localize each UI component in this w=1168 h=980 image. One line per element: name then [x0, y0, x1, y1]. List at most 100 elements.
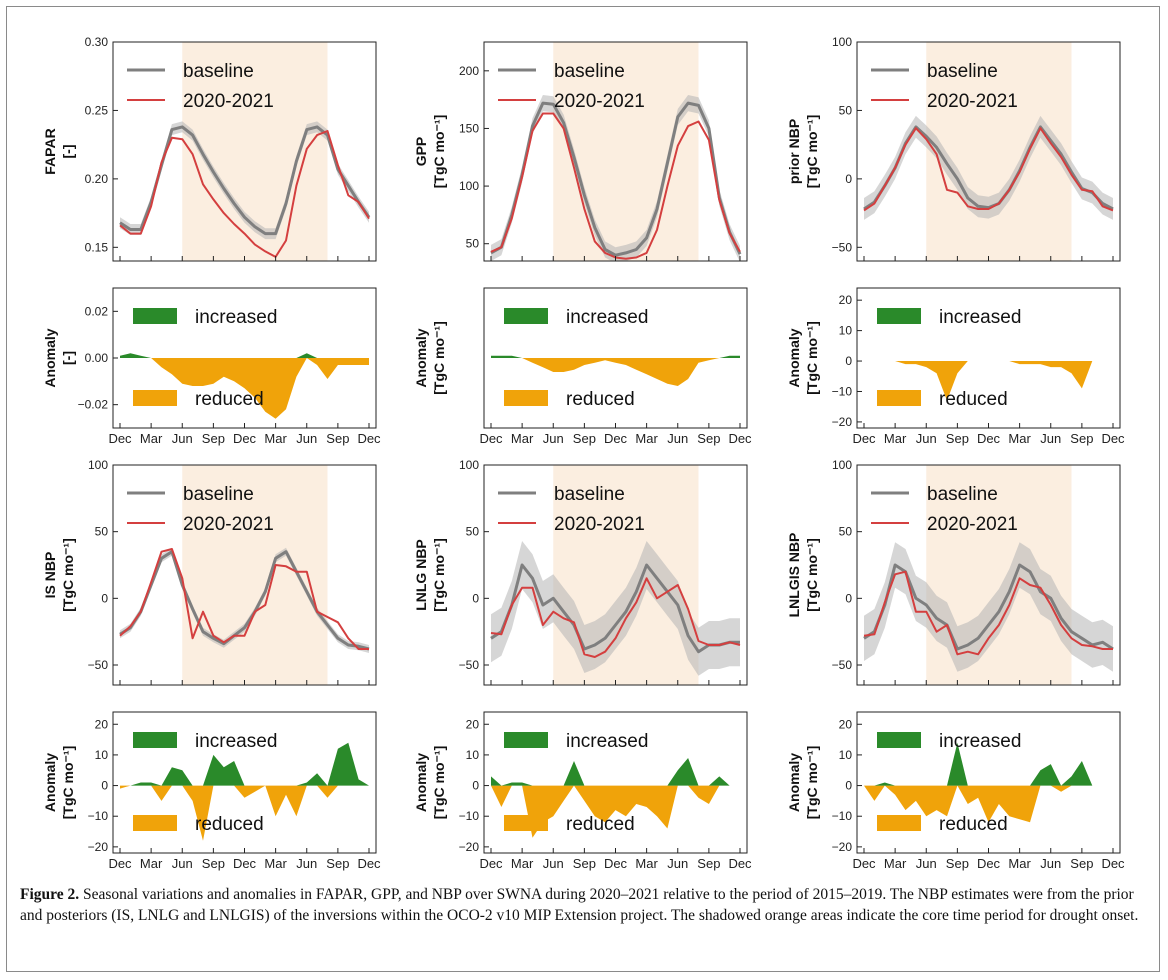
legend-baseline-label: baseline	[927, 484, 998, 505]
y-axis-label: Anomaly	[42, 328, 58, 387]
x-tick-label: Jun	[1040, 856, 1061, 871]
y-tick-label: 100	[832, 458, 852, 472]
legend: baseline 2020-2021	[498, 484, 645, 535]
panel-gpp_anom: increased reduced Dec Mar Jun Sep Dec Mar Jun Sep…	[413, 287, 752, 446]
series-baseline-line	[119, 550, 370, 651]
series-group	[119, 547, 370, 653]
y-axis-label: [TgC mo⁻¹]	[431, 746, 447, 819]
series-group	[119, 121, 371, 258]
legend-reduced-label: reduced	[939, 814, 1008, 835]
legend-2020-2021-label: 2020-2021	[183, 91, 274, 112]
legend-baseline-label: baseline	[554, 61, 625, 82]
y-tick-label: −50	[832, 240, 853, 254]
anomaly-area	[120, 742, 369, 841]
legend-reduced-swatch	[877, 390, 921, 406]
reduced-area	[120, 785, 369, 841]
y-axis-label: Anomaly	[786, 328, 802, 387]
anomaly-area	[864, 361, 1113, 401]
y-tick-label: 0	[845, 779, 852, 793]
anomaly-legend: increased reduced	[133, 307, 277, 410]
y-tick-label: −10	[832, 384, 853, 398]
x-tick-label: Mar	[140, 431, 163, 446]
baseline-uncertainty-band	[864, 542, 1113, 672]
x-tick-label: Sep	[1070, 431, 1093, 446]
x-tick-label: Dec	[1101, 856, 1125, 871]
x-tick-label: Sep	[202, 856, 225, 871]
y-tick-label: 50	[839, 525, 853, 539]
x-tick-label: Mar	[1008, 431, 1031, 446]
y-tick-label: −20	[832, 840, 853, 854]
panel-gpp: baseline 2020-2021 50 100 150 200 GPP [TgC mo⁻¹…	[413, 41, 748, 262]
anomaly-area	[120, 353, 369, 419]
legend-reduced-swatch	[504, 815, 548, 831]
x-tick-label: Jun	[1040, 431, 1061, 446]
y-tick-label: −20	[459, 840, 480, 854]
reduced-area	[491, 785, 740, 838]
x-tick-label: Sep	[326, 856, 349, 871]
legend-increased-label: increased	[195, 731, 277, 752]
legend-increased-swatch	[504, 732, 548, 748]
x-tick-label: Mar	[635, 431, 658, 446]
x-tick-label: Mar	[511, 856, 534, 871]
x-tick-label: Mar	[264, 431, 287, 446]
y-axis-label: [-]	[60, 351, 76, 365]
x-tick-label: Jun	[916, 856, 937, 871]
y-axis-label: [TgC mo⁻¹]	[804, 115, 820, 188]
anomaly-legend: increased reduced	[504, 731, 648, 835]
x-tick-label: Mar	[884, 431, 907, 446]
y-axis-label: [TgC mo⁻¹]	[804, 538, 820, 611]
x-tick-label: Dec	[728, 431, 752, 446]
legend-2020-2021-label: 2020-2021	[927, 91, 1018, 112]
legend: baseline 2020-2021	[871, 484, 1018, 535]
reduced-area	[864, 361, 1113, 401]
reduced-area	[864, 785, 1113, 823]
series-baseline-line	[490, 101, 742, 257]
legend-increased-swatch	[133, 732, 177, 748]
y-tick-label: 20	[839, 717, 853, 731]
x-tick-label: Mar	[511, 431, 534, 446]
series-2020-2021-line	[863, 127, 1114, 212]
y-axis-label: [-]	[60, 145, 76, 159]
x-tick-label: Sep	[1070, 856, 1093, 871]
legend-2020-2021-label: 2020-2021	[183, 514, 274, 535]
y-tick-label: 100	[832, 35, 852, 49]
panel-is_anom: increased reduced −20 −10 0 10 20 Dec Mar Jun Sep D…	[42, 711, 381, 871]
x-tick-label: Sep	[697, 856, 720, 871]
x-tick-label: Jun	[543, 431, 564, 446]
legend: baseline 2020-2021	[127, 61, 274, 112]
y-axis-label: Anomaly	[786, 753, 802, 812]
legend-reduced-swatch	[133, 815, 177, 831]
x-tick-label: Dec	[977, 856, 1001, 871]
x-tick-label: Jun	[296, 431, 317, 446]
legend-increased-swatch	[133, 308, 177, 324]
y-axis-label: Anomaly	[413, 328, 429, 387]
y-axis-label: IS NBP	[42, 552, 58, 599]
x-tick-label: Dec	[479, 856, 503, 871]
y-tick-label: 0.00	[85, 351, 109, 365]
legend-increased-swatch	[504, 308, 548, 324]
panel-lnlgis_nbp: baseline 2020-2021 −50 0 50 100 LNLGIS NBP [TgC…	[786, 458, 1121, 686]
y-tick-label: 0	[101, 591, 108, 605]
y-tick-label: −50	[459, 658, 480, 672]
x-tick-label: Dec	[357, 856, 381, 871]
anomaly-legend: increased reduced	[877, 731, 1021, 835]
y-tick-label: 50	[466, 237, 480, 251]
y-tick-label: 50	[839, 103, 853, 117]
y-axis-label: LNLG NBP	[413, 539, 429, 611]
anomaly-legend: increased reduced	[877, 307, 1021, 410]
y-tick-label: 10	[466, 748, 480, 762]
y-tick-label: 10	[839, 748, 853, 762]
series-2020-2021-line	[119, 548, 369, 650]
legend-baseline-label: baseline	[183, 484, 254, 505]
legend-2020-2021-label: 2020-2021	[554, 514, 645, 535]
series-group	[490, 541, 741, 676]
legend: baseline 2020-2021	[127, 484, 274, 535]
legend-increased-swatch	[877, 732, 921, 748]
x-tick-label: Sep	[202, 431, 225, 446]
x-tick-label: Mar	[1008, 856, 1031, 871]
y-tick-label: −20	[88, 840, 109, 854]
reduced-area	[491, 358, 740, 386]
x-tick-label: Mar	[140, 856, 163, 871]
legend: baseline 2020-2021	[498, 61, 645, 112]
